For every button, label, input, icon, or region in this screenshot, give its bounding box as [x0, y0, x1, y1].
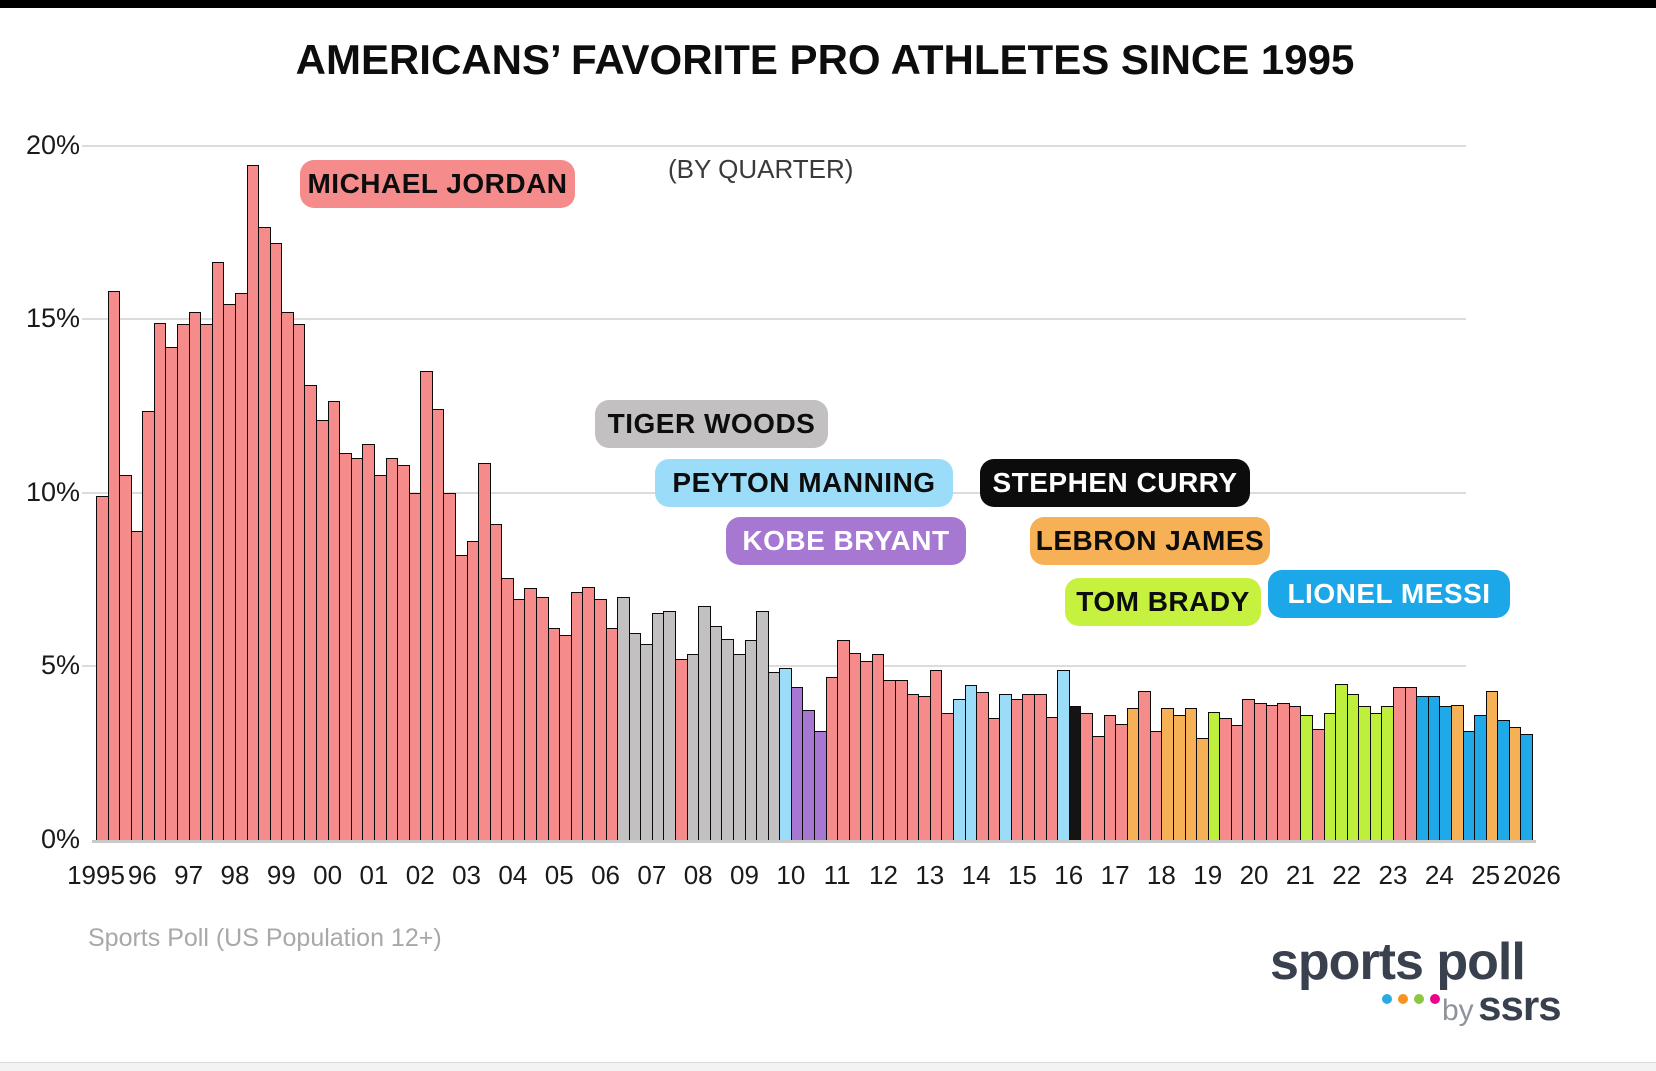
legend-pill-tiger: TIGER WOODS	[595, 400, 828, 448]
sports-poll-logo: sports poll by ssrs	[1270, 933, 1570, 1029]
x-tick-label-2026: 2026	[1503, 860, 1561, 890]
legend-pill-lebron: LEBRON JAMES	[1030, 517, 1270, 565]
x-tick-label-13: 13	[915, 860, 945, 890]
x-tick-label-08: 08	[683, 860, 713, 890]
legend-pill-kobe: KOBE BRYANT	[726, 517, 966, 565]
x-tick-label-05: 05	[544, 860, 574, 890]
x-tick-label-01: 01	[359, 860, 389, 890]
chart-title: AMERICANS’ FAVORITE PRO ATHLETES SINCE 1…	[295, 36, 1355, 83]
legend-pill-manning: PEYTON MANNING	[655, 459, 953, 507]
x-tick-label-16: 16	[1054, 860, 1084, 890]
legend-pill-curry: STEPHEN CURRY	[980, 459, 1250, 507]
x-tick-label-97: 97	[174, 860, 204, 890]
x-tick-label-20: 20	[1239, 860, 1269, 890]
logo-dot	[1382, 994, 1392, 1004]
x-tick-label-25: 25	[1471, 860, 1501, 890]
logo-dot	[1398, 994, 1408, 1004]
y-tick-label: 20%	[25, 129, 80, 160]
chart-subtitle: (BY QUARTER)	[668, 154, 854, 184]
x-tick-label-02: 02	[405, 860, 435, 890]
x-tick-label-12: 12	[869, 860, 898, 890]
x-tick-label-22: 22	[1332, 860, 1362, 890]
gridline-5	[82, 665, 1466, 668]
x-axis-line	[92, 840, 1536, 843]
window-bottom-edge	[0, 1062, 1656, 1071]
x-tick-label-06: 06	[591, 860, 620, 890]
y-tick-label: 10%	[25, 476, 80, 507]
x-tick-label-03: 03	[452, 860, 482, 890]
x-tick-label-96: 96	[127, 860, 157, 890]
legend-pill-brady: TOM BRADY	[1065, 578, 1261, 626]
x-tick-label-23: 23	[1378, 860, 1408, 890]
window-top-bar	[0, 0, 1656, 8]
x-tick-label-15: 15	[1007, 860, 1037, 890]
x-tick-label-21: 21	[1285, 860, 1315, 890]
x-tick-label-07: 07	[637, 860, 667, 890]
x-tick-label-11: 11	[823, 860, 851, 890]
x-tick-label-09: 09	[730, 860, 759, 890]
logo-dot	[1414, 994, 1424, 1004]
x-tick-label-17: 17	[1100, 860, 1130, 890]
logo-wordmark: sports poll	[1270, 933, 1526, 991]
gridline-15	[82, 318, 1466, 321]
x-tick-label-1995: 1995	[67, 860, 125, 890]
bar-2025q4-messi	[1520, 734, 1533, 840]
x-tick-label-00: 00	[313, 860, 343, 890]
x-tick-label-04: 04	[498, 860, 528, 890]
y-tick-label: 0%	[40, 824, 80, 854]
logo-brand-text: ssrs	[1478, 982, 1561, 1029]
x-tick-label-14: 14	[961, 860, 991, 890]
logo-dots-icon	[1382, 994, 1440, 1004]
x-tick-label-19: 19	[1193, 860, 1223, 890]
x-tick-label-24: 24	[1424, 860, 1454, 890]
logo-by-text: by	[1442, 994, 1474, 1027]
logo-dot	[1430, 994, 1440, 1004]
x-tick-label-99: 99	[266, 860, 296, 890]
y-tick-label: 15%	[25, 303, 80, 334]
gridline-20	[82, 144, 1466, 147]
logo-byline: by ssrs	[1442, 982, 1562, 1030]
y-tick-label: 5%	[40, 650, 80, 681]
source-note: Sports Poll (US Population 12+)	[88, 924, 442, 952]
x-tick-label-98: 98	[220, 860, 250, 890]
legend-pill-jordan: MICHAEL JORDAN	[300, 160, 575, 208]
x-tick-label-18: 18	[1146, 860, 1176, 890]
legend-pill-messi: LIONEL MESSI	[1268, 570, 1510, 618]
x-tick-label-10: 10	[776, 860, 806, 890]
